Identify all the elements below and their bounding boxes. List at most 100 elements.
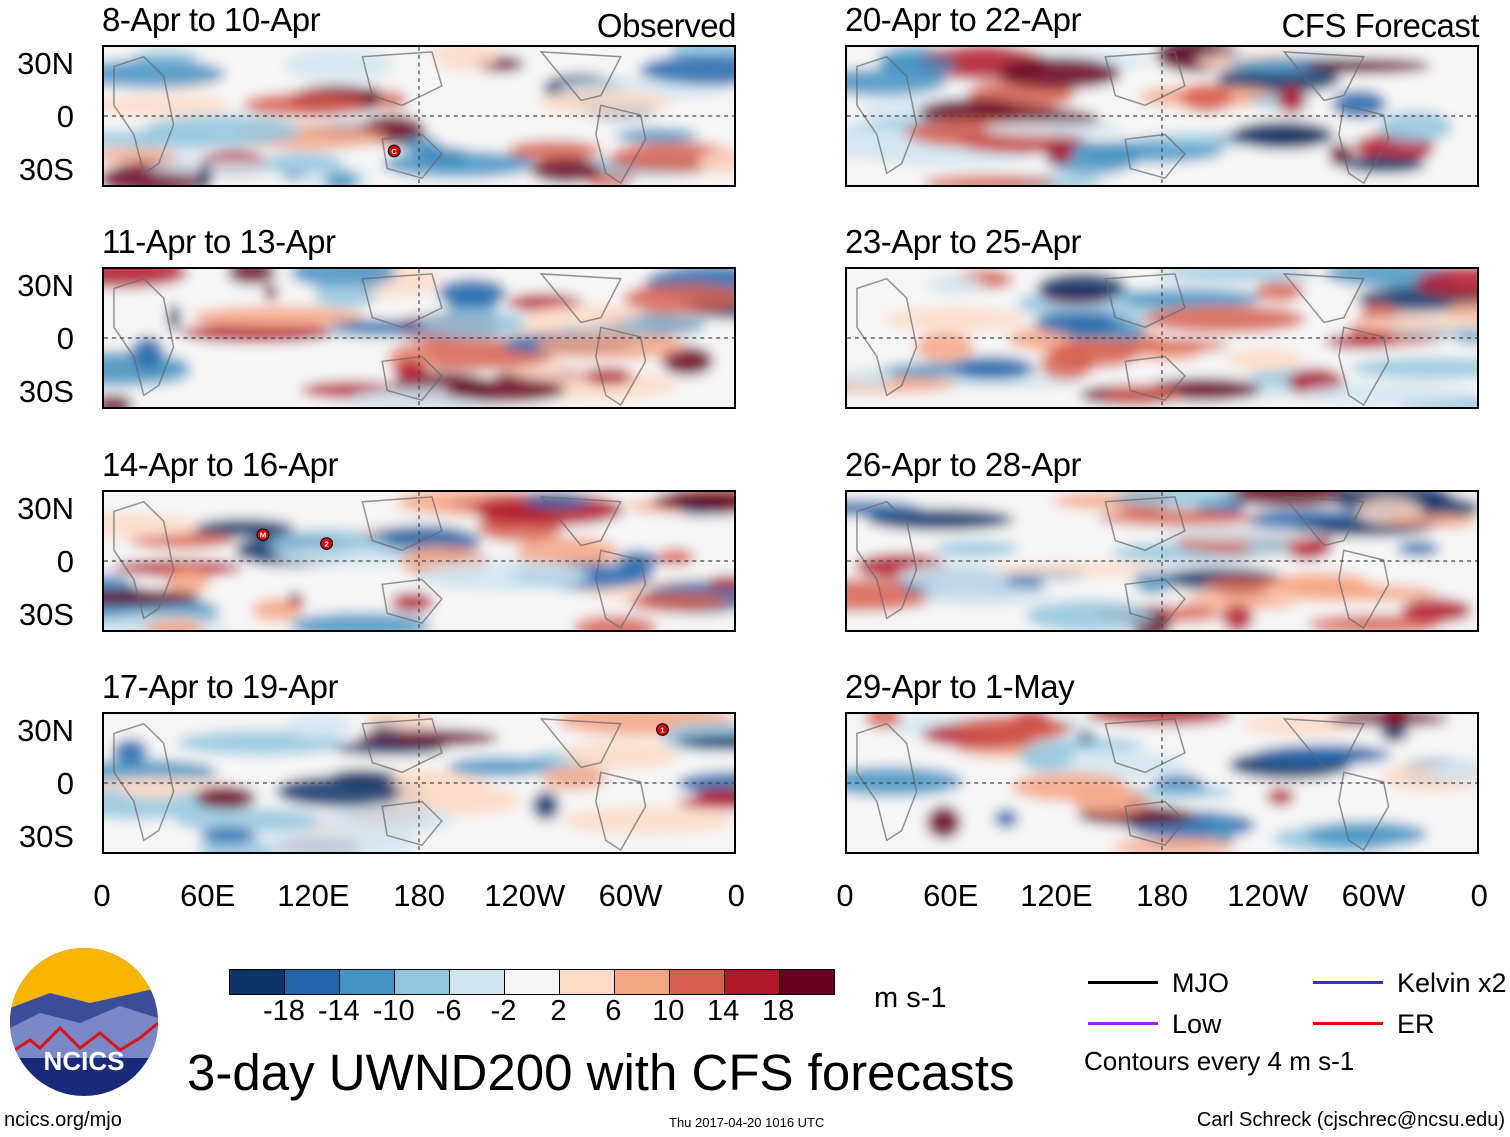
lat-tick-label: 0: [56, 544, 74, 579]
wind-anomaly-blob: [400, 136, 442, 155]
wind-anomaly-blob: [656, 548, 695, 566]
lat-tick-label: 30S: [18, 152, 74, 187]
map-panel: [102, 267, 736, 409]
lon-tick-label: 0: [836, 878, 854, 913]
wind-anomaly-blob: [1254, 281, 1305, 302]
lon-tick-label: 60W: [598, 878, 663, 913]
wind-anomaly-blob: [1101, 385, 1184, 405]
map-panel: [845, 267, 1479, 409]
wind-anomaly-blob: [585, 367, 633, 386]
colorbar-tick-label: 6: [605, 995, 622, 1027]
wind-anomaly-blob: [562, 806, 734, 835]
svg-text:C: C: [391, 147, 397, 156]
coastlines: [856, 273, 1390, 407]
wind-anomaly-blob: [996, 57, 1121, 90]
wind-anomaly-blob: [1046, 134, 1074, 166]
lat-tick-label: 0: [56, 766, 74, 801]
wind-anomaly-blob: [926, 274, 985, 295]
wind-anomaly-blob: [445, 378, 566, 403]
lat-tick-label: 30S: [18, 819, 74, 854]
wind-anomaly-blob: [847, 500, 922, 517]
coastlines: [856, 51, 1390, 185]
wind-anomaly-blob: [1034, 311, 1122, 335]
legend-label: Low: [1172, 1009, 1222, 1039]
colorbar-tick-label: -6: [435, 995, 462, 1027]
wind-anomaly-blob: [200, 827, 256, 844]
wind-anomaly-blob: [523, 493, 592, 509]
wind-anomaly-blob: [1386, 513, 1477, 528]
wind-anomaly-blob: [1025, 600, 1155, 630]
wind-anomaly-blob: [1180, 82, 1233, 113]
lat-tick-label: 0: [56, 99, 74, 134]
footer-url[interactable]: ncics.org/mjo: [4, 1109, 122, 1131]
map-panel: [845, 490, 1479, 632]
wind-anomaly-blob: [1305, 821, 1427, 848]
wind-anomaly-blob: [290, 269, 398, 289]
wind-anomaly-blob: [639, 54, 734, 86]
wind-anomaly-blob: [847, 367, 895, 389]
wind-anomaly-blob: [1161, 527, 1328, 542]
wind-anomaly-blob: [847, 766, 963, 797]
wind-anomaly-blob: [914, 331, 975, 363]
wind-anomaly-blob: [104, 394, 133, 407]
lat-tick-label: 30N: [17, 491, 74, 526]
panel-title: 11-Apr to 13-Apr: [102, 223, 336, 260]
wind-anomaly-blob: [263, 284, 278, 300]
wind-anomaly-blob: [282, 48, 394, 82]
colorbar-tick-label: -14: [317, 995, 360, 1027]
wind-anomaly-blob: [1307, 614, 1441, 630]
map-panel: C: [102, 45, 736, 187]
wind-anomaly-blob: [431, 47, 499, 72]
legend-label: MJO: [1172, 968, 1229, 998]
wind-anomaly-blob: [1301, 58, 1431, 74]
map-panel: 1: [102, 712, 736, 854]
wind-anomaly-blob: [419, 559, 589, 592]
wind-anomaly-blob: [1400, 598, 1472, 623]
wind-anomaly-blob: [447, 757, 551, 777]
wind-anomaly-blob: [527, 303, 643, 329]
colorbar-swatch: [725, 970, 780, 994]
panel-title: 8-Apr to 10-Apr: [102, 1, 321, 38]
wind-anomaly-blob: [1203, 575, 1284, 595]
wind-anomaly-blob: [864, 714, 902, 729]
wind-anomaly-blob: [1113, 492, 1241, 508]
wind-anomaly-blob: [375, 91, 408, 110]
panel-title: 29-Apr to 1-May: [845, 668, 1075, 705]
wind-anomaly-blob: [1350, 314, 1477, 332]
wind-anomaly-blob: [393, 358, 428, 382]
panel-title: 14-Apr to 16-Apr: [102, 446, 338, 483]
wind-anomaly-blob: [252, 598, 304, 622]
lat-tick-label: 30N: [17, 713, 74, 748]
wind-anomaly-blob: [994, 809, 1018, 828]
wind-anomaly-blob: [1019, 742, 1074, 772]
wind-anomaly-blob: [104, 588, 201, 607]
lat-tick-label: 30S: [18, 374, 74, 409]
lon-tick-label: 60E: [923, 878, 979, 913]
wind-anomaly-blob: [1143, 305, 1306, 334]
svg-text:2: 2: [324, 540, 329, 549]
lat-tick-label: 30N: [17, 46, 74, 81]
wind-anomaly-blob: [104, 148, 178, 164]
coastlines: [113, 718, 647, 852]
wind-anomaly-blob: [1397, 541, 1440, 556]
wind-anomaly-blob: [983, 120, 1124, 138]
wind-anomaly-blob: [1341, 156, 1426, 174]
wind-anomaly-blob: [1037, 272, 1127, 302]
wind-anomaly-blob: [1156, 269, 1318, 282]
wind-anomaly-blob: [933, 540, 1019, 557]
wind-anomaly-blob: [1266, 787, 1295, 806]
wind-anomaly-blob: [920, 584, 1053, 607]
wind-anomaly-blob: [1429, 759, 1477, 782]
wind-anomaly-blob: [390, 592, 435, 613]
legend-line-kelvin-x2: [1313, 981, 1383, 984]
wind-anomaly-blob: [705, 575, 734, 590]
wind-anomaly-blob: [1444, 301, 1477, 319]
colorbar-swatch: [285, 970, 340, 994]
panel-title: 17-Apr to 19-Apr: [102, 668, 338, 705]
lon-tick-label: 0: [93, 878, 111, 913]
lon-tick-label: 120W: [484, 878, 566, 913]
footer-author: Carl Schreck (cjschrec@ncsu.edu): [1196, 1109, 1505, 1131]
wind-anomaly-blob: [1221, 605, 1254, 630]
wind-anomaly-blob: [104, 513, 200, 539]
wind-anomaly-blob: [882, 307, 1030, 332]
